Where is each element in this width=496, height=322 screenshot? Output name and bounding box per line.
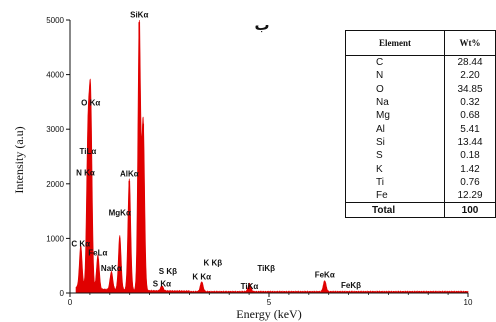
peak-label: C Kα — [71, 240, 90, 249]
x-tick-label: 5 — [267, 298, 272, 307]
table-body: C 28.44 N 2.20 O 34.85 Na 0.32 Mg 0.68 Al 5.41 Si 13.… — [346, 55, 496, 203]
y-tick-label: 4000 — [46, 71, 64, 80]
header-wt: Wt% — [444, 30, 496, 56]
wt-cell: 13.44 — [444, 135, 496, 150]
table-row: Mg 0.68 — [346, 109, 496, 123]
x-axis-title: Energy (keV) — [236, 307, 301, 321]
y-tick-label: 2000 — [46, 180, 64, 189]
element-cell: N — [376, 70, 384, 82]
y-tick-label: 0 — [60, 289, 65, 298]
composition-table: Element Wt% C 28.44 N 2.20 O 34.85 Na 0.32 Mg 0.6… — [345, 30, 496, 219]
y-tick-label: 5000 — [46, 16, 64, 25]
peak-label: FeLα — [88, 248, 107, 257]
table-row: Si 13.44 — [346, 135, 496, 150]
y-axis-title: Intensity (a.u) — [12, 126, 26, 193]
wt-cell: 0.76 — [444, 175, 496, 189]
wt-cell: 2.20 — [444, 69, 496, 83]
peak-label: TiLα — [80, 147, 97, 156]
element-cell: O — [376, 83, 384, 95]
wt-cell: 1.42 — [444, 162, 496, 176]
peak-label: O Kα — [81, 99, 100, 108]
peak-label: FeKβ — [341, 281, 361, 290]
spectrum-area — [75, 19, 469, 294]
table-row: K 1.42 — [346, 162, 496, 176]
table-row: Na 0.32 — [346, 95, 496, 110]
table-row: C 28.44 — [346, 55, 496, 70]
peak-label: AlKα — [120, 170, 139, 179]
element-cell: Ti — [376, 176, 384, 188]
peak-label: K Kα — [192, 272, 211, 281]
element-cell: Si — [376, 136, 385, 148]
spectrum-layer — [75, 19, 469, 294]
element-cell: Mg — [376, 110, 390, 122]
table-row: O 34.85 — [346, 82, 496, 96]
table-row: Ti 0.76 — [346, 175, 496, 189]
element-cell: C — [376, 57, 384, 69]
element-cell: K — [376, 163, 383, 175]
element-cell: Fe — [376, 190, 388, 202]
wt-cell: 0.18 — [444, 149, 496, 163]
element-cell: Na — [376, 97, 389, 109]
peak-label: TiKα — [241, 282, 259, 291]
peak-label: FeKα — [315, 271, 335, 280]
peak-label: TiKβ — [257, 264, 275, 273]
table-total-row: Total 100 — [345, 202, 496, 218]
wt-cell: 28.44 — [444, 55, 496, 70]
peak-label: MgKα — [109, 208, 131, 217]
table-row: Fe 12.29 — [346, 188, 496, 203]
wt-cell: 0.68 — [444, 109, 496, 123]
wt-cell: 5.41 — [444, 122, 496, 136]
element-cell: Al — [376, 123, 385, 135]
ticks-layer: 0 1000 2000 3000 4000 5000 0 5 10 — [46, 16, 473, 307]
y-tick-label: 1000 — [46, 234, 64, 243]
wt-cell: 34.85 — [444, 82, 496, 96]
table-header-row: Element Wt% — [345, 30, 496, 56]
wt-cell: 12.29 — [444, 188, 496, 203]
element-cell: S — [376, 150, 383, 162]
peak-label: K Kβ — [204, 259, 223, 268]
wt-cell: 0.32 — [444, 95, 496, 110]
total-value: 100 — [444, 202, 496, 218]
table-row: N 2.20 — [346, 69, 496, 83]
peak-label: NaKα — [101, 264, 122, 273]
peak-label: N Kα — [76, 169, 95, 178]
table-row: Al 5.41 — [346, 122, 496, 136]
total-label: Total — [345, 202, 445, 218]
x-tick-label: 0 — [68, 298, 73, 307]
header-element: Element — [345, 30, 445, 56]
peak-label: S Kβ — [159, 267, 177, 276]
x-tick-label: 10 — [464, 298, 473, 307]
table-row: S 0.18 — [346, 149, 496, 163]
peak-label: SiKα — [130, 10, 148, 19]
peak-label: S Kα — [153, 279, 171, 288]
y-tick-label: 3000 — [46, 125, 64, 134]
panel-label: ب — [254, 16, 269, 34]
